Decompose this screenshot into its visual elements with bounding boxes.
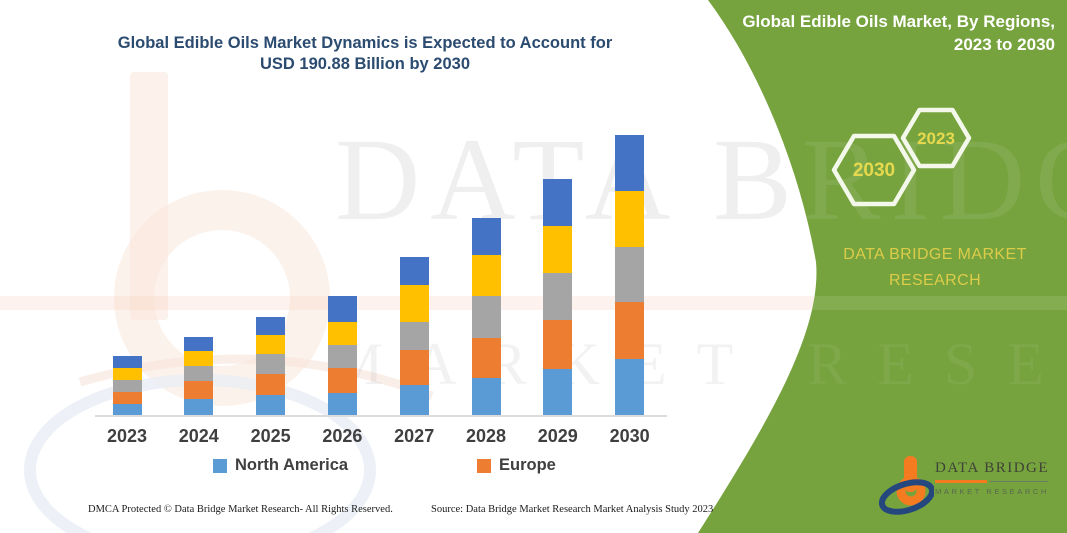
bar-segment-unlabeled-region-dark-blue--2029 [543, 178, 573, 227]
bar-segment-europe-2027 [399, 350, 429, 386]
bar-segment-north-america-2028 [471, 378, 501, 415]
bar-segment-north-america-2030 [615, 358, 645, 415]
bar-segment-europe-2029 [543, 320, 573, 369]
legend-swatch [477, 458, 491, 473]
bar-segment-unlabeled-region-dark-blue--2025 [256, 317, 286, 336]
bar-segment-unlabeled-region-gray--2023 [112, 380, 142, 393]
x-axis-label-2027: 2027 [394, 426, 435, 446]
x-axis-line [95, 415, 667, 417]
company-logo: DATA BRIDGE MARKET RESEARCH [878, 450, 1058, 525]
bar-segment-unlabeled-region-gray--2030 [615, 246, 645, 303]
legend-label: Europe [499, 456, 556, 474]
x-axis-label-2026: 2026 [322, 426, 363, 446]
bar-segment-unlabeled-region-yellow--2026 [327, 321, 357, 345]
legend-label: North America [235, 456, 349, 474]
logo-subtitle: MARKET RESEARCH [935, 487, 1049, 496]
bar-segment-unlabeled-region-dark-blue--2024 [184, 336, 214, 351]
bar-segment-europe-2028 [471, 338, 501, 379]
bar-segment-europe-2023 [112, 392, 142, 404]
logo-name: DATA BRIDGE [935, 460, 1050, 476]
bar-segment-unlabeled-region-gray--2025 [256, 353, 286, 374]
x-axis-label-2030: 2030 [609, 426, 650, 446]
bar-segment-unlabeled-region-dark-blue--2030 [615, 135, 645, 192]
chart-title: Global Edible Oils Market Dynamics is Ex… [95, 33, 635, 75]
chart-title-line1: Global Edible Oils Market Dynamics is Ex… [117, 34, 613, 52]
x-axis-label-2024: 2024 [178, 426, 219, 446]
bar-segment-unlabeled-region-yellow--2029 [543, 226, 573, 274]
legend-item-north-america: North America [213, 456, 348, 475]
x-axis-label-2023: 2023 [106, 426, 148, 446]
dmca-notice: DMCA Protected © Data Bridge Market Rese… [88, 504, 393, 515]
logo-underline-orange [935, 480, 987, 483]
company-logo-mark [878, 456, 936, 515]
logo-underline-gray [990, 481, 1048, 482]
bar-segment-north-america-2023 [112, 403, 142, 415]
source-note: Source: Data Bridge Market Research Mark… [431, 504, 714, 515]
bar-segment-unlabeled-region-gray--2026 [327, 344, 357, 368]
chart-title-line2: USD 190.88 Billion by 2030 [259, 55, 470, 73]
bar-segment-north-america-2026 [327, 392, 357, 415]
bar-segment-unlabeled-region-gray--2024 [184, 365, 214, 381]
bar-segment-unlabeled-region-yellow--2025 [256, 335, 286, 354]
bar-segment-north-america-2025 [256, 394, 286, 415]
bar-segment-unlabeled-region-yellow--2028 [471, 254, 501, 297]
x-axis-label-2028: 2028 [465, 426, 507, 446]
bar-segment-north-america-2024 [184, 398, 214, 415]
bar-segment-unlabeled-region-dark-blue--2028 [471, 217, 501, 255]
bar-segment-europe-2024 [184, 380, 214, 399]
bar-segment-europe-2026 [327, 367, 357, 393]
bar-segment-north-america-2029 [543, 368, 573, 415]
legend-item-europe: Europe [477, 456, 556, 475]
bar-segment-unlabeled-region-yellow--2027 [399, 285, 429, 322]
bar-segment-unlabeled-region-gray--2029 [543, 273, 573, 321]
bar-segment-unlabeled-region-yellow--2030 [615, 191, 645, 247]
x-axis-label-2025: 2025 [250, 426, 291, 446]
bar-segment-north-america-2027 [399, 385, 429, 415]
bar-segment-unlabeled-region-gray--2027 [399, 321, 429, 351]
bar-segment-europe-2025 [256, 373, 286, 395]
bar-segment-unlabeled-region-yellow--2024 [184, 350, 214, 366]
bar-segment-unlabeled-region-gray--2028 [471, 296, 501, 339]
bar-segment-unlabeled-region-yellow--2023 [112, 368, 142, 381]
bar-segment-europe-2030 [615, 302, 645, 359]
legend-swatch [213, 458, 227, 473]
x-axis-label-2029: 2029 [537, 426, 578, 446]
bar-segment-unlabeled-region-dark-blue--2026 [327, 296, 357, 322]
bar-segment-unlabeled-region-dark-blue--2027 [399, 256, 429, 286]
bar-segment-unlabeled-region-dark-blue--2023 [112, 356, 142, 369]
